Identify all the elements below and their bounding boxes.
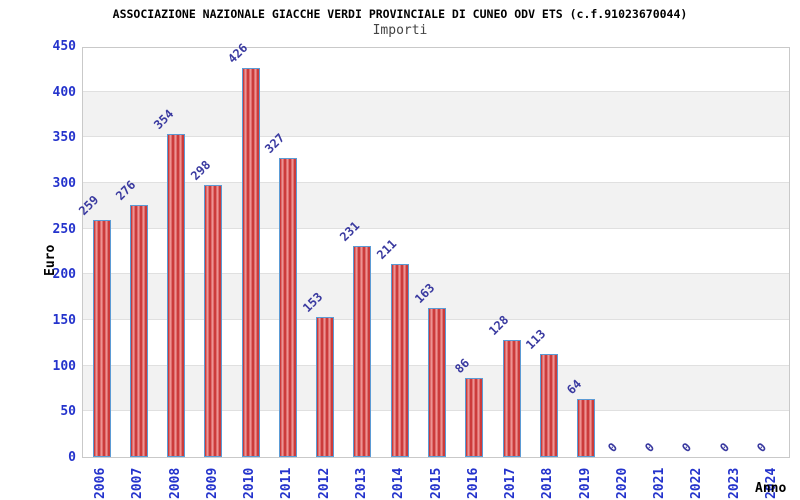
bar — [167, 133, 186, 457]
x-tick-label: 2019 — [577, 467, 593, 499]
x-tick-label: 2022 — [689, 467, 705, 499]
x-tick-label: 2007 — [130, 467, 146, 499]
bar — [353, 246, 372, 457]
x-tick-label: 2011 — [279, 467, 295, 499]
y-tick-label: 50 — [60, 404, 76, 420]
y-tick-label: 100 — [52, 358, 76, 374]
y-tick-label: 250 — [52, 221, 76, 237]
bar — [577, 398, 596, 457]
grid-line — [83, 136, 789, 138]
grid-line — [83, 182, 789, 183]
bar-value-label: 298 — [188, 157, 214, 183]
bar — [316, 317, 335, 457]
x-tick-label: 2017 — [503, 467, 519, 499]
x-tick-label: 2010 — [242, 467, 258, 499]
y-tick-label: 0 — [68, 450, 76, 465]
bar — [92, 220, 111, 457]
bar-value-label: 0 — [604, 439, 620, 455]
chart-subtitle: Importi — [372, 23, 428, 38]
y-tick-label: 400 — [52, 84, 76, 100]
bar — [129, 204, 148, 457]
y-tick-label: 450 — [52, 39, 76, 54]
bar — [204, 184, 223, 457]
bar — [241, 67, 260, 457]
x-tick-label: 2012 — [316, 467, 332, 499]
x-tick-label: 2013 — [353, 467, 369, 499]
x-tick-label: 2023 — [726, 467, 742, 499]
bar — [502, 340, 521, 457]
x-tick-label: 2021 — [652, 467, 668, 499]
y-axis-label: Euro — [43, 244, 58, 276]
x-tick-label: 2009 — [204, 467, 220, 499]
bar-value-label: 0 — [642, 439, 658, 455]
x-tick-label: 2015 — [428, 467, 444, 499]
bar-value-label: 113 — [523, 326, 549, 352]
grid-band — [83, 183, 789, 229]
chart-title: ASSOCIAZIONE NAZIONALE GIACCHE VERDI PRO… — [112, 7, 688, 21]
y-tick-label: 300 — [52, 176, 76, 191]
x-tick-label: 2020 — [614, 467, 630, 499]
x-tick-label: 2014 — [391, 467, 407, 499]
bar — [428, 308, 446, 457]
bar-value-label: 0 — [753, 439, 769, 455]
y-tick-label: 350 — [52, 130, 76, 146]
grid-line — [83, 90, 789, 92]
grid-line — [83, 227, 789, 229]
x-tick-label: 2018 — [540, 467, 556, 499]
bar-value-label: 426 — [225, 40, 251, 66]
plot-area: 259 276 354 298 426 327 153 231 211 163 86 128 113 64… — [76, 41, 790, 458]
x-tick-label: 2008 — [167, 467, 183, 499]
bar-value-label: 0 — [679, 439, 695, 455]
bar — [390, 264, 409, 457]
grid-band — [83, 91, 789, 138]
y-tick-label: 150 — [52, 313, 76, 328]
x-axis-label: Anno — [755, 481, 787, 496]
x-tick-label: 2006 — [93, 467, 109, 499]
bar — [278, 158, 297, 457]
x-tick-label: 2016 — [465, 467, 481, 499]
grid-line — [83, 273, 789, 275]
bar-value-label: 0 — [716, 439, 732, 455]
y-tick-label: 200 — [52, 267, 76, 283]
bar — [539, 353, 558, 457]
bar — [465, 378, 484, 457]
bar-value-label: 211 — [374, 237, 400, 263]
